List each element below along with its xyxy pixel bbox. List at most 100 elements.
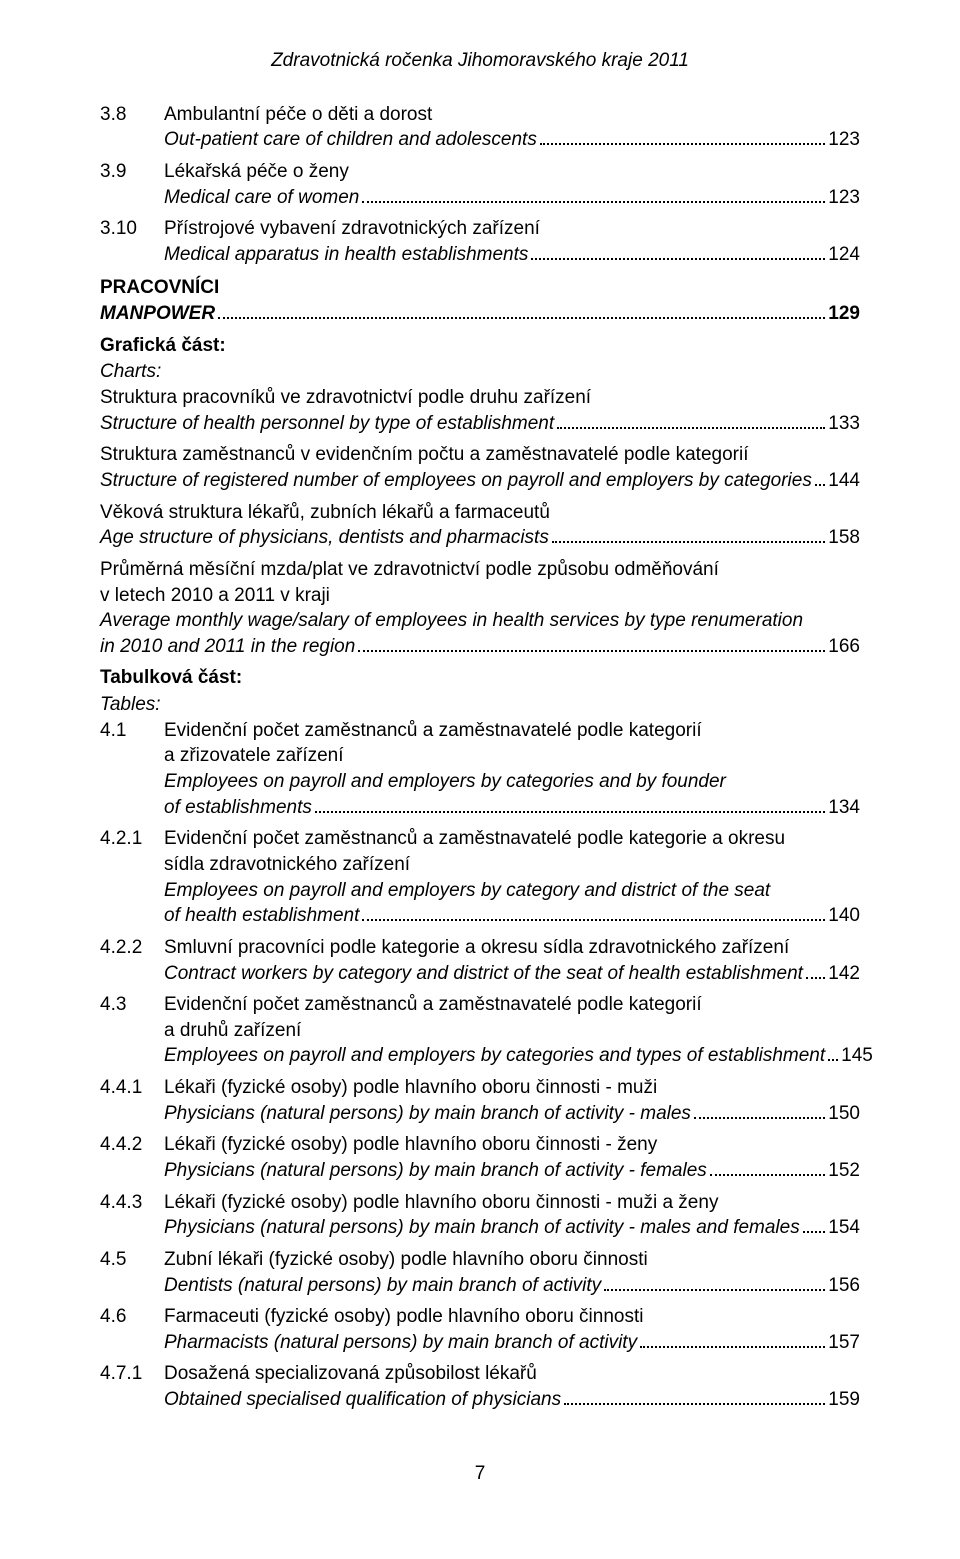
entry-page: 150 <box>828 1101 860 1127</box>
tables-label-cs: Tabulková část: <box>100 665 860 691</box>
entry-page: 142 <box>828 961 860 987</box>
leader-dots <box>362 919 825 921</box>
entry-title-en: Physicians (natural persons) by main bra… <box>164 1101 691 1127</box>
entry-title-en: Employees on payroll and employers by ca… <box>164 1043 825 1069</box>
entry-title-en: Medical apparatus in health establishmen… <box>164 242 528 268</box>
entry-title-en: Dentists (natural persons) by main branc… <box>164 1273 601 1299</box>
entry-page: 133 <box>828 411 860 437</box>
leader-dots <box>315 811 825 813</box>
entry-page: 124 <box>828 242 860 268</box>
entry-title-cs: Lékaři (fyzické osoby) podle hlavního ob… <box>164 1075 860 1101</box>
leader-dots <box>552 541 825 543</box>
entry-page: 156 <box>828 1273 860 1299</box>
entry-number: 4.6 <box>100 1304 164 1330</box>
charts-section: Grafická část: Charts: <box>100 333 860 385</box>
entry-title-en: Physicians (natural persons) by main bra… <box>164 1215 800 1241</box>
leader-dots <box>828 1059 838 1061</box>
entry-page: 129 <box>828 301 860 327</box>
entry-page: 157 <box>828 1330 860 1356</box>
chart-title-cs-line2: v letech 2010 a 2011 v kraji <box>100 583 860 609</box>
toc-entry-4-2-2: 4.2.2 Smluvní pracovníci podle kategorie… <box>100 935 860 986</box>
chart-title-cs: Věková struktura lékařů, zubních lékařů … <box>100 500 860 526</box>
chart-entry-3: Věková struktura lékařů, zubních lékařů … <box>100 500 860 551</box>
entry-title-cs-line2: a zřizovatele zařízení <box>164 743 860 769</box>
toc-entry-4-2-1: 4.2.1 Evidenční počet zaměstnanců a zamě… <box>100 826 860 929</box>
entry-title-cs: Lékařská péče o ženy <box>164 159 860 185</box>
section-title-cs: PRACOVNÍCI <box>100 275 860 301</box>
entry-number: 4.4.3 <box>100 1190 164 1216</box>
toc-entry-4-3: 4.3 Evidenční počet zaměstnanců a zaměst… <box>100 992 860 1069</box>
page-header: Zdravotnická ročenka Jihomoravského kraj… <box>100 48 860 74</box>
section-pracovnici: PRACOVNÍCI MANPOWER 129 <box>100 275 860 326</box>
entry-number: 4.5 <box>100 1247 164 1273</box>
entry-title-cs-line1: Evidenční počet zaměstnanců a zaměstnava… <box>164 992 873 1018</box>
chart-title-en-line1: Average monthly wage/salary of employees… <box>100 608 860 634</box>
entry-page: 145 <box>841 1043 873 1069</box>
entry-title-cs-line1: Evidenční počet zaměstnanců a zaměstnava… <box>164 826 860 852</box>
chart-title-en: Age structure of physicians, dentists an… <box>100 525 549 551</box>
entry-title-cs: Dosažená specializovaná způsobilost léka… <box>164 1361 860 1387</box>
tables-label-en: Tables: <box>100 692 860 718</box>
chart-entry-2: Struktura zaměstnanců v evidenčním počtu… <box>100 442 860 493</box>
leader-dots <box>557 427 825 429</box>
charts-label-cs: Grafická část: <box>100 333 860 359</box>
chart-title-cs: Struktura zaměstnanců v evidenčním počtu… <box>100 442 860 468</box>
entry-page: 159 <box>828 1387 860 1413</box>
entry-title-en: Medical care of women <box>164 185 359 211</box>
leader-dots <box>640 1346 825 1348</box>
entry-title-cs: Lékaři (fyzické osoby) podle hlavního ob… <box>164 1190 860 1216</box>
chart-title-en: Structure of health personnel by type of… <box>100 411 554 437</box>
leader-dots <box>815 484 825 486</box>
entry-number: 3.9 <box>100 159 164 185</box>
leader-dots <box>803 1231 826 1233</box>
chart-entry-4: Průměrná měsíční mzda/plat ve zdravotnic… <box>100 557 860 660</box>
tables-section: Tabulková část: Tables: <box>100 665 860 717</box>
entry-title-cs: Přístrojové vybavení zdravotnických zaří… <box>164 216 860 242</box>
entry-number: 4.1 <box>100 718 164 744</box>
toc-entry-3-9: 3.9 Lékařská péče o ženy Medical care of… <box>100 159 860 210</box>
entry-page: 144 <box>828 468 860 494</box>
entry-title-en-line1: Employees on payroll and employers by ca… <box>164 878 860 904</box>
leader-dots <box>806 977 825 979</box>
entry-title-cs-line1: Evidenční počet zaměstnanců a zaměstnava… <box>164 718 860 744</box>
entry-title-cs: Zubní lékaři (fyzické osoby) podle hlavn… <box>164 1247 860 1273</box>
toc-entry-4-1: 4.1 Evidenční počet zaměstnanců a zaměst… <box>100 718 860 821</box>
entry-page: 123 <box>828 127 860 153</box>
toc-entry-4-4-2: 4.4.2 Lékaři (fyzické osoby) podle hlavn… <box>100 1132 860 1183</box>
footer-page-number: 7 <box>100 1461 860 1487</box>
entry-title-en-line2: of establishments <box>164 795 312 821</box>
chart-title-cs-line1: Průměrná měsíční mzda/plat ve zdravotnic… <box>100 557 860 583</box>
entry-title-cs-line2: a druhů zařízení <box>164 1018 873 1044</box>
section-title-en: MANPOWER <box>100 301 215 327</box>
entry-title-en: Out-patient care of children and adolesc… <box>164 127 537 153</box>
entry-number: 3.10 <box>100 216 164 242</box>
entry-title-cs-line2: sídla zdravotnického zařízení <box>164 852 860 878</box>
toc-entry-3-10: 3.10 Přístrojové vybavení zdravotnických… <box>100 216 860 267</box>
entry-number: 4.2.2 <box>100 935 164 961</box>
leader-dots <box>531 258 825 260</box>
entry-number: 4.7.1 <box>100 1361 164 1387</box>
entry-title-cs: Farmaceuti (fyzické osoby) podle hlavníh… <box>164 1304 860 1330</box>
entry-title-en: Obtained specialised qualification of ph… <box>164 1387 561 1413</box>
leader-dots <box>564 1403 825 1405</box>
entry-page: 134 <box>828 795 860 821</box>
leader-dots <box>710 1174 826 1176</box>
entry-page: 154 <box>828 1215 860 1241</box>
chart-title-en: Structure of registered number of employ… <box>100 468 812 494</box>
toc-entry-4-7-1: 4.7.1 Dosažená specializovaná způsobilos… <box>100 1361 860 1412</box>
entry-title-en-line1: Employees on payroll and employers by ca… <box>164 769 860 795</box>
entry-page: 166 <box>828 634 860 660</box>
leader-dots <box>362 201 825 203</box>
entry-title-en: Physicians (natural persons) by main bra… <box>164 1158 707 1184</box>
entry-page: 140 <box>828 903 860 929</box>
leader-dots <box>218 317 825 319</box>
entry-title-cs: Smluvní pracovníci podle kategorie a okr… <box>164 935 860 961</box>
toc-entry-4-5: 4.5 Zubní lékaři (fyzické osoby) podle h… <box>100 1247 860 1298</box>
entry-number: 4.4.1 <box>100 1075 164 1101</box>
leader-dots <box>540 143 825 145</box>
leader-dots <box>604 1289 825 1291</box>
entry-number: 4.4.2 <box>100 1132 164 1158</box>
toc-entry-4-4-3: 4.4.3 Lékaři (fyzické osoby) podle hlavn… <box>100 1190 860 1241</box>
entry-title-en: Contract workers by category and distric… <box>164 961 803 987</box>
entry-page: 152 <box>828 1158 860 1184</box>
